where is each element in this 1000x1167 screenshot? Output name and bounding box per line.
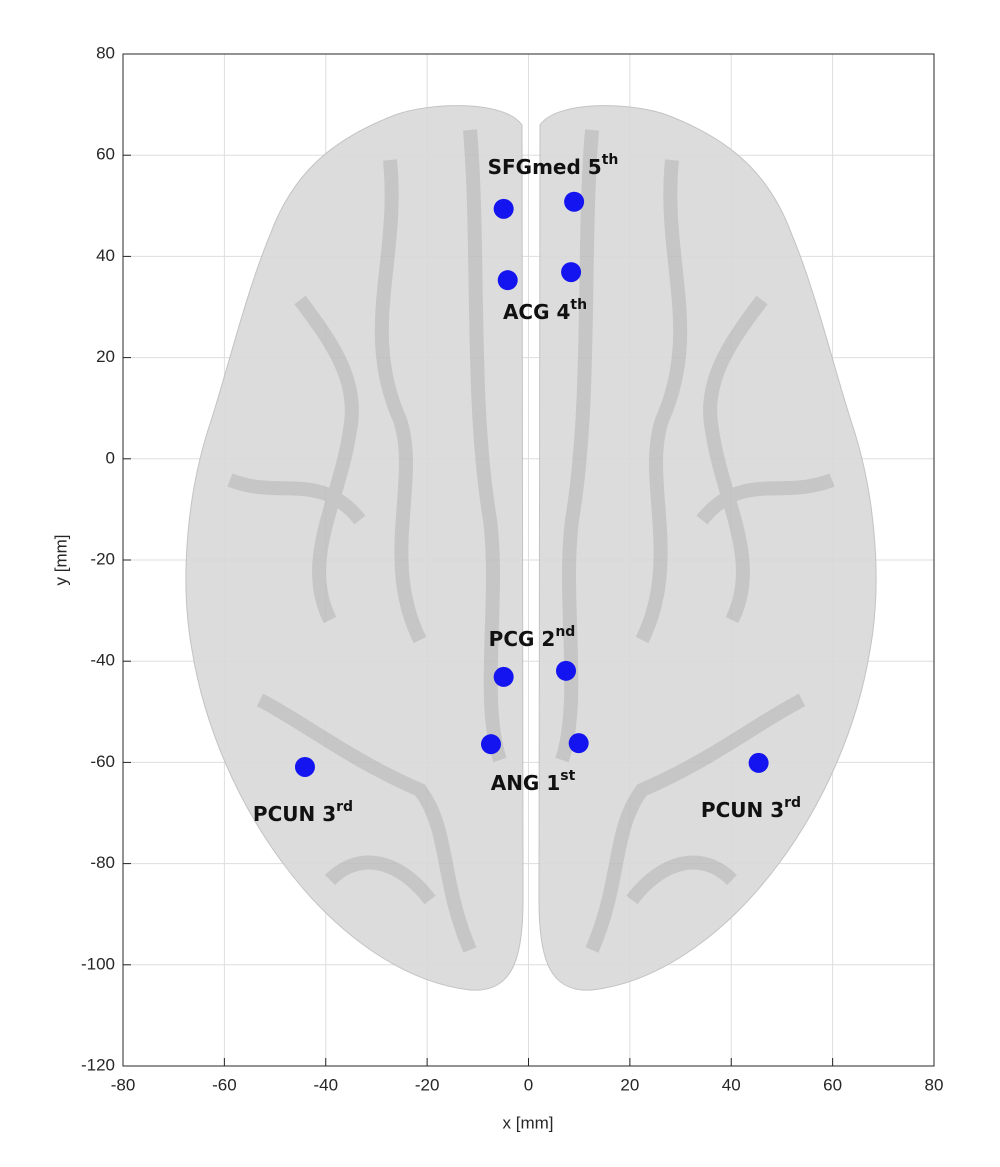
annotation: PCUN 3rd xyxy=(253,799,353,826)
x-tick-label: 20 xyxy=(620,1075,639,1094)
point xyxy=(497,270,518,291)
point xyxy=(294,756,315,777)
x-tick-label: -80 xyxy=(111,1075,136,1094)
annotation-text: PCG 2 xyxy=(489,627,556,651)
annotation-text: PCUN 3 xyxy=(701,798,784,822)
point xyxy=(480,734,501,755)
annotation-superscript: rd xyxy=(784,795,801,811)
y-tick-label: -80 xyxy=(90,853,115,872)
right-hemisphere xyxy=(538,105,877,991)
y-axis-label: y [mm] xyxy=(51,535,70,586)
y-tick-label: -100 xyxy=(81,954,115,973)
annotation: ACG 4th xyxy=(503,297,587,324)
y-tick-label: -60 xyxy=(90,752,115,771)
y-tick-label: 0 xyxy=(106,448,115,467)
annotation-superscript: rd xyxy=(336,799,353,815)
brain xyxy=(185,105,877,991)
y-tick-label: -40 xyxy=(90,651,115,670)
x-tick-label: 80 xyxy=(925,1075,944,1094)
annotation-text: ACG 4 xyxy=(503,300,570,324)
point xyxy=(561,262,582,283)
point xyxy=(493,666,514,687)
point xyxy=(556,660,577,681)
x-tick-label: -60 xyxy=(212,1075,237,1094)
x-tick-label: 0 xyxy=(524,1075,533,1094)
annotation: PCG 2nd xyxy=(489,624,576,651)
y-tick-label: 60 xyxy=(96,145,115,164)
y-tick-label: -20 xyxy=(90,549,115,568)
y-tick-label: 40 xyxy=(96,246,115,265)
x-tick-label: 40 xyxy=(722,1075,741,1094)
annotation-text: SFGmed 5 xyxy=(488,155,602,179)
annotation-text: ANG 1 xyxy=(491,771,561,795)
annotation-superscript: th xyxy=(602,152,619,168)
annotation: PCUN 3rd xyxy=(701,795,801,822)
annotation: ANG 1st xyxy=(491,768,576,795)
annotation-text: PCUN 3 xyxy=(253,802,336,826)
annotation-superscript: st xyxy=(560,768,575,784)
point xyxy=(748,752,769,773)
point xyxy=(568,733,589,754)
y-tick-label: 80 xyxy=(96,43,115,62)
x-axis-label: x [mm] xyxy=(503,1113,554,1132)
annotation-superscript: th xyxy=(570,297,587,313)
point xyxy=(493,198,514,219)
point xyxy=(564,191,585,212)
y-tick-label: -120 xyxy=(81,1055,115,1074)
y-tick-label: 20 xyxy=(96,347,115,366)
annotation-superscript: nd xyxy=(555,624,575,640)
x-tick-label: -40 xyxy=(313,1075,338,1094)
x-tick-label: 60 xyxy=(823,1075,842,1094)
x-tick-label: -20 xyxy=(415,1075,440,1094)
annotation: SFGmed 5th xyxy=(488,152,619,179)
left-hemisphere xyxy=(185,105,524,991)
